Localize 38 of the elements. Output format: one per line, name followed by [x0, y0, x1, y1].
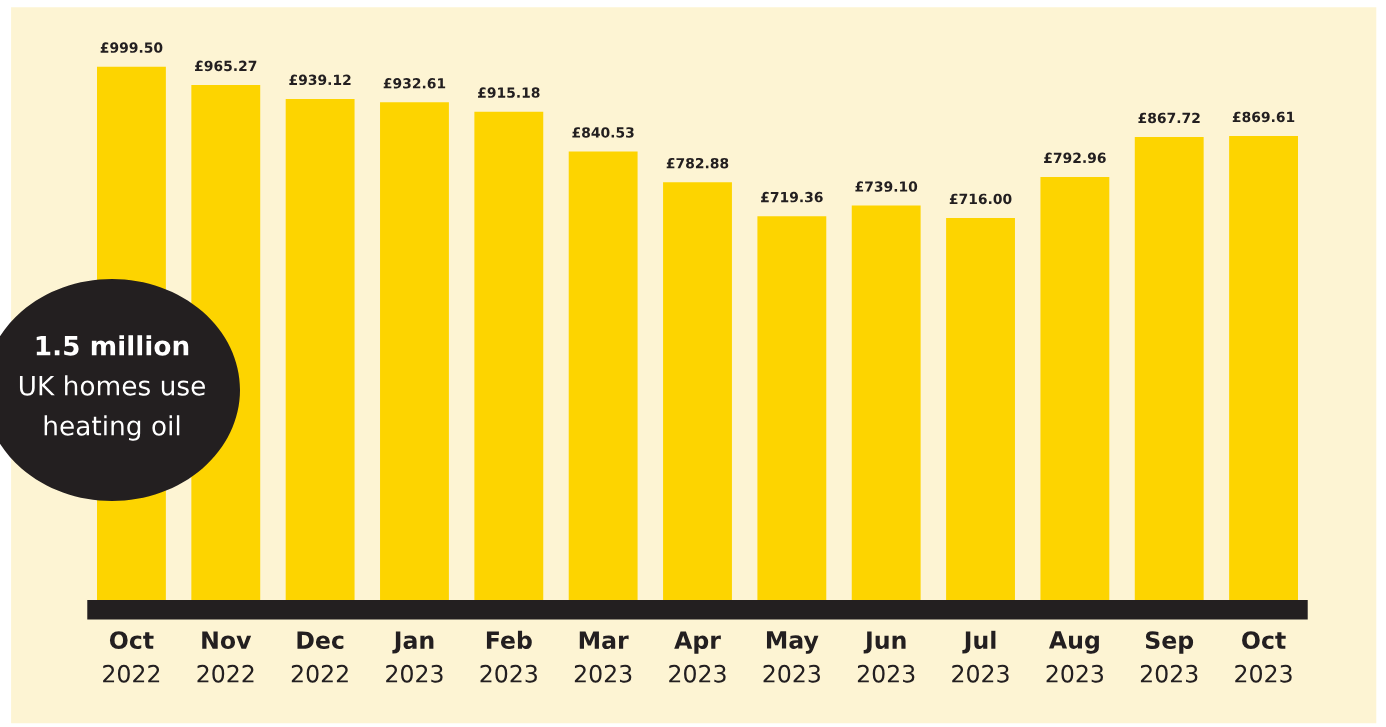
data-label: £840.53: [572, 127, 634, 138]
x-tick-label: Apr 2023: [669, 631, 726, 683]
bar: [568, 151, 638, 600]
x-tick-label: Aug 2023: [1046, 631, 1104, 683]
data-label: £716.00: [949, 193, 1012, 205]
x-tick-label: Nov 2022: [197, 631, 254, 683]
x-tick-label: Oct 2023: [1235, 631, 1292, 683]
bar: [285, 98, 355, 600]
x-tick-label: Jul 2023: [952, 630, 1009, 683]
annotation: 1.5 million UK homes use heating oil: [19, 335, 205, 441]
x-tick-label: Jun 2023: [857, 631, 915, 683]
data-label: £739.10: [855, 181, 918, 192]
bar: [757, 216, 827, 600]
bar: [663, 182, 732, 600]
x-tick-label: Oct 2022: [103, 631, 160, 683]
x-tick-label: Jan 2023: [386, 631, 443, 683]
data-label: £932.61: [383, 78, 446, 89]
data-label: £915.18: [478, 87, 540, 98]
bar: [946, 217, 1015, 600]
bar: [851, 205, 921, 600]
data-label: £999.50: [100, 42, 163, 53]
bar: [1229, 135, 1298, 600]
data-label: £792.96: [1044, 152, 1106, 164]
data-label: £939.12: [289, 74, 351, 86]
bar: [1040, 176, 1110, 600]
x-tick-label: Feb 2023: [480, 630, 537, 683]
data-label: £782.88: [666, 157, 729, 169]
x-tick-label: Mar 2023: [574, 631, 632, 683]
data-label: £867.72: [1138, 112, 1200, 124]
x-tick-label: Dec 2022: [291, 631, 348, 683]
bar: [474, 111, 544, 600]
bar: [380, 102, 449, 600]
bar: [1134, 136, 1204, 600]
x-tick-label: May 2023: [763, 631, 820, 683]
data-label: £719.36: [761, 191, 823, 203]
x-tick-label: Sep 2023: [1140, 631, 1198, 683]
data-label: £869.61: [1232, 111, 1295, 123]
data-label: £965.27: [195, 60, 257, 72]
